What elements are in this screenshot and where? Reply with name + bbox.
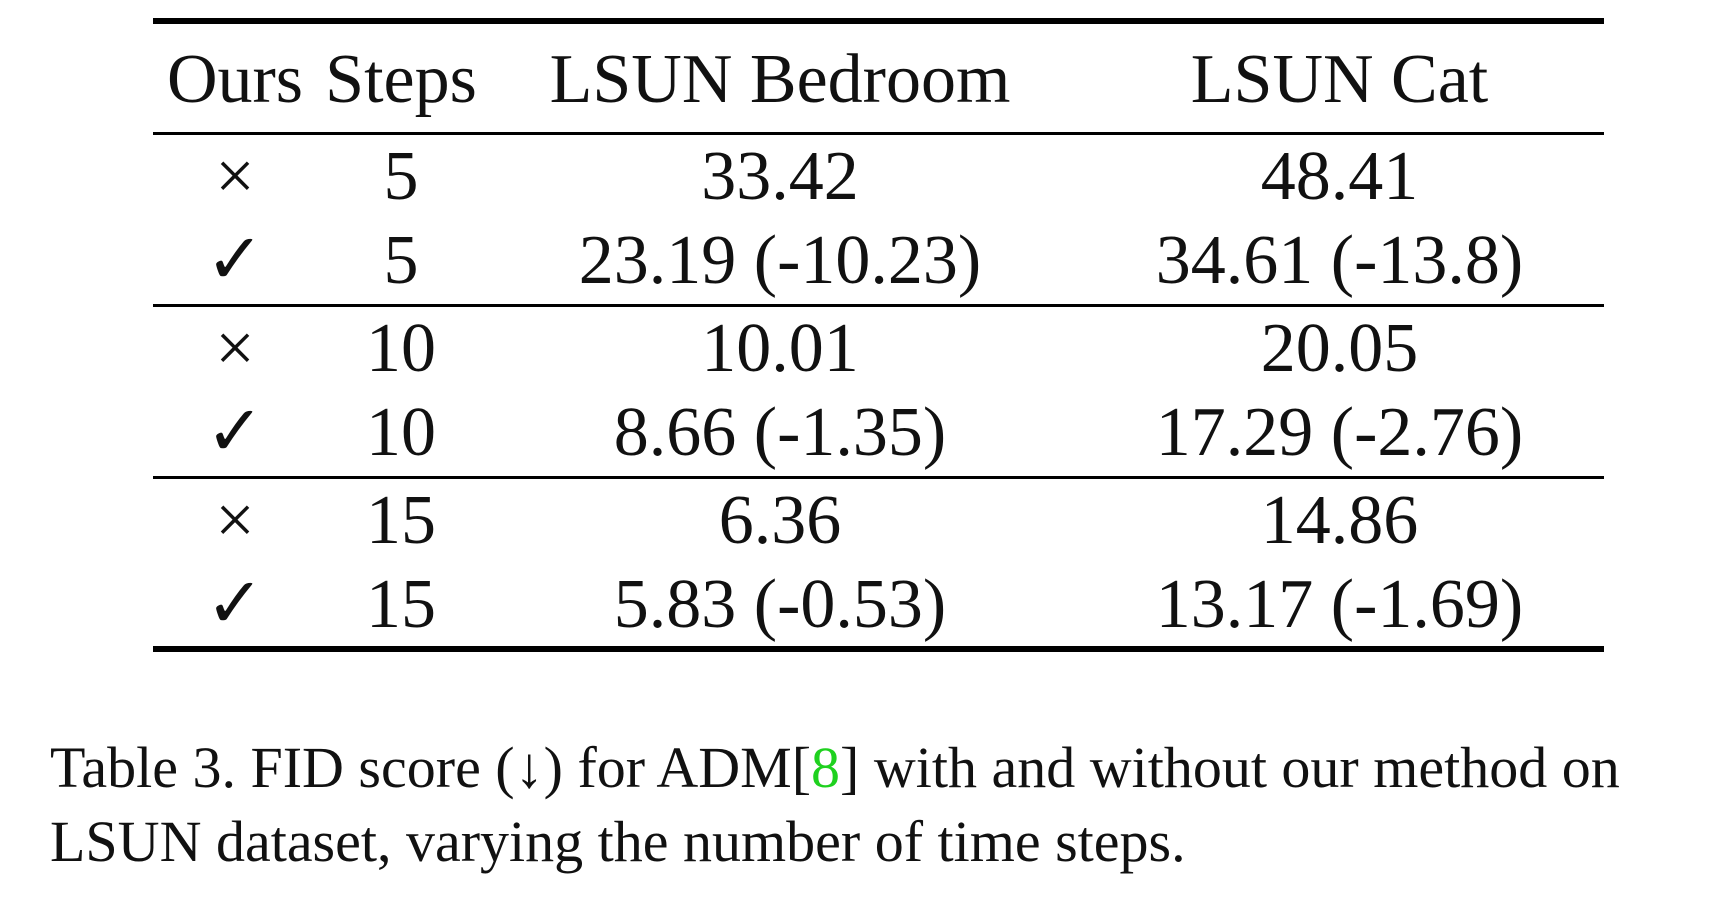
table-row: ✓ 10 8.66 (-1.35) 17.29 (-2.76) (153, 391, 1604, 477)
table-row: × 15 6.36 14.86 (153, 477, 1604, 563)
bedroom-fid-cell: 23.19 (-10.23) (578, 222, 982, 300)
ours-check-mark: ✓ (205, 565, 265, 643)
ours-cross-mark: × (215, 481, 255, 559)
bedroom-fid-cell: 5.83 (-0.53) (613, 565, 947, 643)
cat-fid-cell: 13.17 (-1.69) (1155, 565, 1524, 643)
cat-fid-cell: 34.61 (-13.8) (1155, 222, 1524, 300)
citation-link[interactable]: 8 (811, 735, 841, 800)
table-row: × 5 33.42 48.41 (153, 133, 1604, 219)
bedroom-fid-cell: 33.42 (701, 137, 859, 215)
results-table-container: Ours Steps LSUN Bedroom LSUN Cat × 5 33.… (153, 18, 1604, 652)
cat-fid-cell: 14.86 (1260, 481, 1419, 559)
table-row: × 10 10.01 20.05 (153, 305, 1604, 391)
steps-cell: 15 (366, 481, 436, 559)
steps-cell: 5 (383, 137, 419, 215)
steps-cell: 10 (366, 309, 436, 387)
steps-cell: 15 (366, 565, 436, 643)
table-row: ✓ 15 5.83 (-0.53) 13.17 (-1.69) (153, 563, 1604, 649)
table-row: ✓ 5 23.19 (-10.23) 34.61 (-13.8) (153, 219, 1604, 305)
ours-check-mark: ✓ (205, 394, 265, 472)
cat-fid-cell: 17.29 (-2.76) (1155, 394, 1524, 472)
table-header-row: Ours Steps LSUN Bedroom LSUN Cat (153, 21, 1604, 133)
ours-cross-mark: × (215, 309, 255, 387)
header-lsun-cat: LSUN Cat (1190, 40, 1489, 118)
steps-cell: 5 (383, 222, 419, 300)
cat-fid-cell: 48.41 (1260, 137, 1419, 215)
bedroom-fid-cell: 6.36 (718, 481, 842, 559)
ours-check-mark: ✓ (205, 222, 265, 300)
steps-cell: 10 (366, 394, 436, 472)
bedroom-fid-cell: 8.66 (-1.35) (613, 394, 947, 472)
caption-suffix: ] with and without our method on LSUN da… (50, 735, 1620, 874)
header-steps: Steps (325, 40, 477, 118)
header-lsun-bedroom: LSUN Bedroom (549, 40, 1011, 118)
cat-fid-cell: 20.05 (1260, 309, 1419, 387)
ours-cross-mark: × (215, 137, 255, 215)
table-caption: Table 3. FID score (↓) for ADM[8] with a… (50, 731, 1720, 879)
bedroom-fid-cell: 10.01 (701, 309, 859, 387)
caption-prefix: Table 3. FID score (↓) for ADM[ (50, 735, 812, 800)
header-ours: Ours (166, 40, 304, 118)
fid-results-table: Ours Steps LSUN Bedroom LSUN Cat × 5 33.… (153, 18, 1604, 652)
